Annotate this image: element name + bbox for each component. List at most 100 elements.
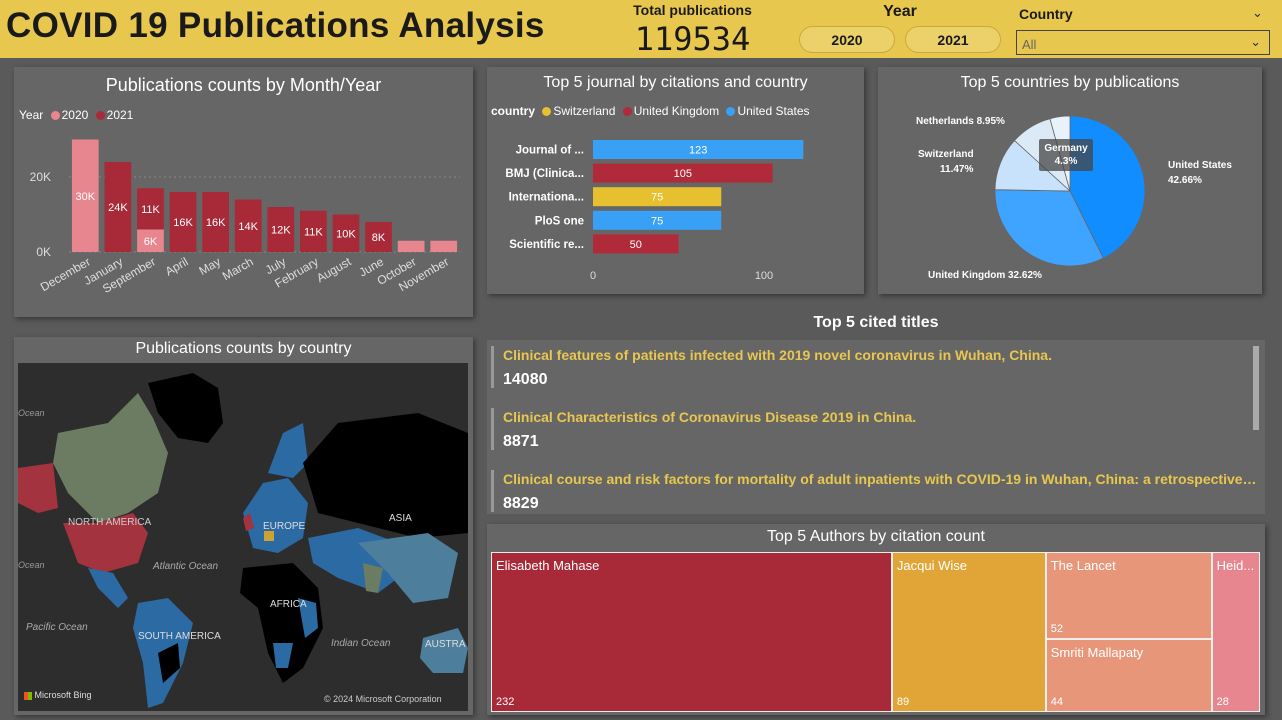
bing-logo-icon <box>24 691 32 700</box>
bar-data-label: 75 <box>651 192 663 204</box>
map-region-india <box>363 563 383 593</box>
treemap-tile-heid-[interactable]: Heid... 28 <box>1211 552 1260 712</box>
cited-count-2: 8871 <box>503 433 539 450</box>
bar-data-label: 16K <box>206 217 226 229</box>
treemap-label: Jacqui Wise <box>896 558 967 573</box>
y-tick-label: 20K <box>30 170 51 184</box>
x-tick-label: 100 <box>755 270 773 282</box>
cited-titles-title: Top 5 cited titles <box>813 314 939 331</box>
legend-dot-united-states <box>726 106 736 116</box>
legend-item-2021: 2021 <box>106 108 134 122</box>
bar-2021 <box>202 192 229 252</box>
map-region-switzerland <box>264 531 274 541</box>
pie-label-netherlands: Netherlands 8.95% <box>916 116 1005 127</box>
month-chart-plot: 20K0K30KDecember24KJanuary6K11KSeptember… <box>30 139 460 296</box>
bar-data-label: 10K <box>336 228 356 240</box>
cited-list[interactable] <box>487 340 1265 514</box>
y-tick-label: BMJ (Clinica... <box>505 168 584 180</box>
pie-label-switzerland-name: Switzerland <box>918 149 974 160</box>
journal-chart-title: Top 5 journal by citations and country <box>543 74 808 91</box>
month-chart-panel: Publications counts by Month/Year Year 2… <box>14 67 473 317</box>
map-region-south-america-dark <box>158 643 180 683</box>
bar-2021 <box>332 214 360 252</box>
bar-data-label: 24K <box>108 202 128 214</box>
x-tick-label: May <box>196 254 223 277</box>
pie-label-germany-name: Germany <box>1044 143 1088 154</box>
map-label-africa: AFRICA <box>270 599 307 610</box>
map-region-usa <box>63 513 148 573</box>
map-label-europe: EUROPE <box>263 521 306 532</box>
legend-dot-united-kingdom <box>622 106 632 116</box>
y-tick-label: Internationa... <box>509 192 584 204</box>
legend-dot-switzerland <box>542 106 552 116</box>
total-publications-label: Total publications <box>633 2 752 18</box>
countries-chart-panel: Top 5 countries by publications Netherla… <box>878 67 1262 294</box>
treemap-value: 28 <box>1216 696 1229 708</box>
cited-title-2[interactable]: Clinical Characteristics of Coronavirus … <box>503 409 917 425</box>
treemap-tile-elisabeth-mahase[interactable]: Elisabeth Mahase 232 <box>491 552 892 712</box>
country-dropdown[interactable]: All ⌄ <box>1016 30 1270 55</box>
bar-2021 <box>267 207 295 252</box>
journal-chart-plot: Journal of ... 123 BMJ (Clinica... 105 Inter… <box>505 140 804 282</box>
journal-bar <box>593 234 679 254</box>
pie-label-switzerland-pct: 11.47% <box>940 164 974 175</box>
countries-chart-title: Top 5 countries by publications <box>960 74 1180 91</box>
x-tick-label: August <box>314 254 354 285</box>
y-tick-label: Journal of ... <box>516 145 584 157</box>
cited-count-3: 8829 <box>503 495 539 512</box>
legend-dot-2021 <box>95 110 105 120</box>
cited-count-1: 14080 <box>503 371 548 388</box>
x-tick-label: April <box>163 254 191 278</box>
cited-title-3[interactable]: Clinical course and risk factors for mor… <box>503 471 1259 487</box>
cited-item-accent <box>491 408 494 450</box>
treemap-tile-jacqui-wise[interactable]: Jacqui Wise 89 <box>891 552 1046 712</box>
x-tick-label: 0 <box>590 270 596 282</box>
scrollbar[interactable] <box>1253 346 1259 430</box>
pie-label-uk: United Kingdom 32.62% <box>928 270 1042 281</box>
pie-label-germany-pct: 4.3% <box>1054 156 1078 167</box>
map-label-south-america: SOUTH AMERICA <box>138 631 221 642</box>
bar-data-label: 50 <box>630 239 642 251</box>
cited-title-1[interactable]: Clinical features of patients infected w… <box>503 347 1052 363</box>
journal-bar <box>593 187 722 207</box>
year-slicer-label: Year <box>883 3 917 20</box>
treemap-tile-smriti-mallapaty[interactable]: Smriti Mallapaty 44 <box>1045 638 1212 712</box>
bar-data-label: 6K <box>144 236 158 248</box>
x-tick-label: March <box>220 254 256 283</box>
treemap-tile-the-lancet[interactable]: The Lancet 52 <box>1045 552 1212 639</box>
country-slicer-label: Country <box>1019 6 1073 22</box>
bar-2021 <box>234 199 262 252</box>
bar-2021 <box>104 162 132 252</box>
bar-2020 <box>430 240 458 252</box>
y-tick-label: PloS one <box>535 215 584 227</box>
world-map[interactable]: Ocean Ocean NORTH AMERICA EUROPE ASIA At… <box>18 363 468 711</box>
year-2020-button[interactable]: 2020 <box>799 26 895 53</box>
year-2021-button[interactable]: 2021 <box>905 26 1001 53</box>
map-title: Publications counts by country <box>135 340 352 357</box>
header-bar: COVID 19 Publications Analysis Total pub… <box>0 0 1282 58</box>
map-label-atlantic: Atlantic Ocean <box>153 561 219 572</box>
bar-data-label: 14K <box>238 221 258 233</box>
legend-title: country <box>491 104 536 118</box>
bing-attribution: Microsoft Bing <box>24 690 92 700</box>
journal-chart-legend: country Switzerland United Kingdom Unite… <box>491 104 810 118</box>
map-label-ocean-1: Ocean <box>18 408 45 418</box>
map-label-north-america: NORTH AMERICA <box>68 517 152 528</box>
cited-item-accent <box>491 470 494 512</box>
legend-item-united-kingdom: United Kingdom <box>633 104 720 118</box>
legend-dot-2020 <box>50 110 60 120</box>
chevron-down-icon: ⌄ <box>1250 34 1261 49</box>
map-region-china <box>358 533 458 603</box>
legend-item-switzerland: Switzerland <box>553 104 616 118</box>
journal-bar <box>593 140 804 159</box>
bar-data-label: 16K <box>173 217 193 229</box>
chevron-down-icon[interactable]: ⌄ <box>1252 5 1263 20</box>
map-region-uk <box>243 513 254 531</box>
map-label-indian: Indian Ocean <box>331 638 391 649</box>
world-map-svg <box>18 373 468 708</box>
map-region-africa <box>240 563 323 683</box>
bar-data-label: 105 <box>674 168 692 180</box>
treemap-label: Smriti Mallapaty <box>1050 644 1144 660</box>
treemap-label: Elisabeth Mahase <box>496 558 600 573</box>
bar-data-label: 12K <box>271 225 291 237</box>
